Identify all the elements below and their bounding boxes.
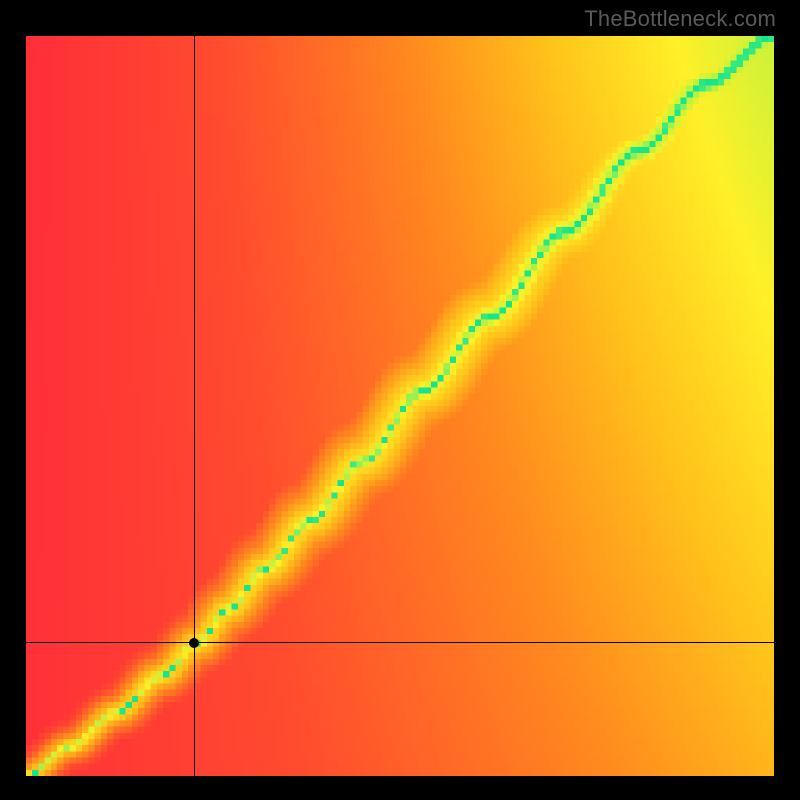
heatmap-plot [26,36,774,776]
watermark-label: TheBottleneck.com [584,6,776,32]
crosshair-vertical [194,36,195,776]
intersection-marker [189,638,199,648]
crosshair-horizontal [26,642,774,643]
chart-container: TheBottleneck.com [0,0,800,800]
heatmap-canvas [26,36,774,776]
